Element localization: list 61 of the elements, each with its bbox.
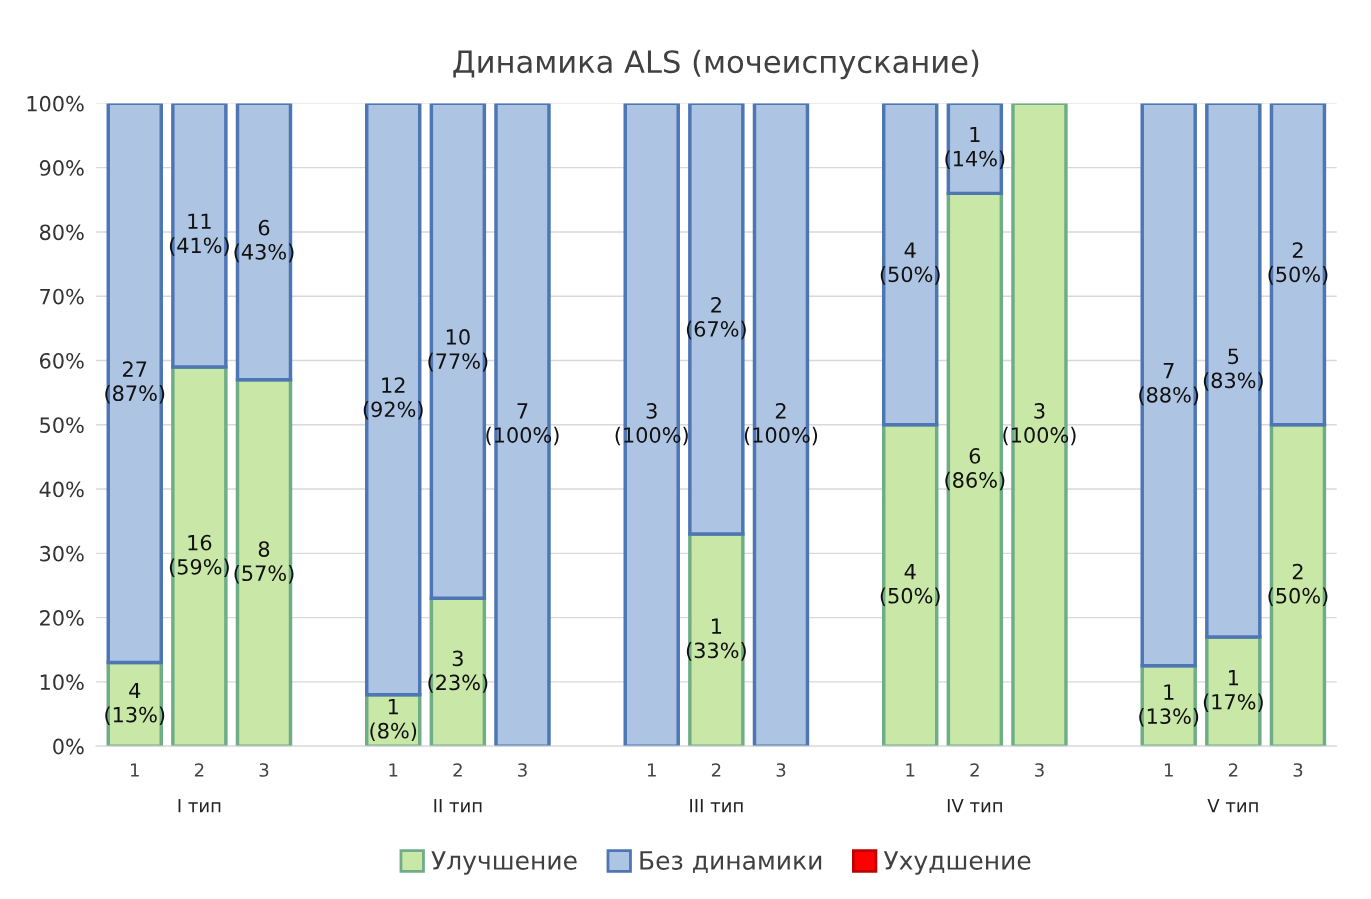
x-tick-label: 1 [647, 763, 656, 777]
legend-label: Улучшение [431, 851, 577, 875]
data-label: 1 (14%) [945, 126, 1005, 169]
y-tick-label: 90% [39, 160, 84, 176]
text: III тип [690, 799, 743, 813]
data-label: 2 (100%) [744, 403, 818, 446]
data-label: 10 (77%) [428, 329, 488, 372]
x-tick-label: 1 [906, 763, 915, 777]
y-tick-label: 50% [40, 417, 84, 433]
text: I тип [178, 799, 221, 813]
x-tick-label: 3 [1293, 763, 1303, 777]
data-label: 3 (100%) [1003, 403, 1076, 446]
x-tick-label: 2 [194, 763, 204, 777]
x-tick-label: 1 [1164, 763, 1173, 777]
data-label: 11 (41%) [169, 213, 229, 256]
legend-label: Ухудшение [883, 851, 1031, 875]
y-tick-label: 10% [40, 674, 84, 691]
text: II тип [434, 799, 482, 813]
chart-title: Динамика ALS (мочеиспускание) [453, 49, 979, 80]
text: IV тип [947, 799, 1002, 813]
data-label: 16 (59%) [169, 534, 229, 578]
data-label: 2 (67%) [686, 296, 746, 340]
x-tick-label: 1 [130, 763, 139, 777]
y-tick-label: 30% [40, 545, 84, 562]
y-tick-label: 100% [27, 95, 84, 112]
data-label: 1 (33%) [686, 618, 746, 661]
y-tick-label: 40% [39, 481, 84, 498]
data-label: 4 (13%) [105, 682, 165, 725]
y-tick-label: 70% [40, 288, 84, 305]
data-label: 2 (50%) [1268, 563, 1328, 607]
x-tick-label: 1 [389, 763, 398, 777]
data-label: 6 (86%) [945, 448, 1005, 491]
y-tick-label: 60% [40, 352, 84, 369]
data-label: 3 (100%) [615, 403, 688, 446]
x-tick-label: 2 [1228, 763, 1238, 777]
legend-label: Без динамики [640, 851, 822, 873]
text: V тип [1207, 799, 1258, 813]
y-tick-label: 80% [39, 224, 84, 241]
data-label: 27 (87%) [105, 361, 165, 404]
x-tick-label: 2 [970, 763, 979, 777]
data-label: 6 (43%) [234, 219, 294, 263]
data-label: 3 (23%) [428, 650, 488, 693]
x-tick-label: 3 [1035, 763, 1044, 777]
x-tick-label: 3 [518, 763, 527, 777]
x-tick-label: 2 [711, 763, 721, 777]
data-label: 4 (50%) [880, 563, 940, 607]
data-label: 1 (17%) [1203, 670, 1263, 713]
data-label: 1 (13%) [1139, 684, 1199, 727]
y-tick-label: 0% [53, 738, 84, 755]
x-tick-label: 3 [259, 763, 269, 777]
x-tick-label: 2 [453, 763, 462, 777]
data-label: 5 (83%) [1203, 348, 1263, 391]
y-tick-label: 20% [40, 610, 84, 626]
data-label: 12 (92%) [363, 377, 423, 420]
x-tick-label: 3 [776, 763, 786, 777]
data-label: 2 (50%) [1268, 242, 1328, 285]
data-label: 7 (88%) [1139, 363, 1199, 406]
data-label: 8 (57%) [234, 541, 294, 584]
data-label: 4 (50%) [880, 242, 940, 285]
data-label: 1 (8%) [370, 698, 417, 742]
data-label: 7 (100%) [486, 403, 559, 446]
